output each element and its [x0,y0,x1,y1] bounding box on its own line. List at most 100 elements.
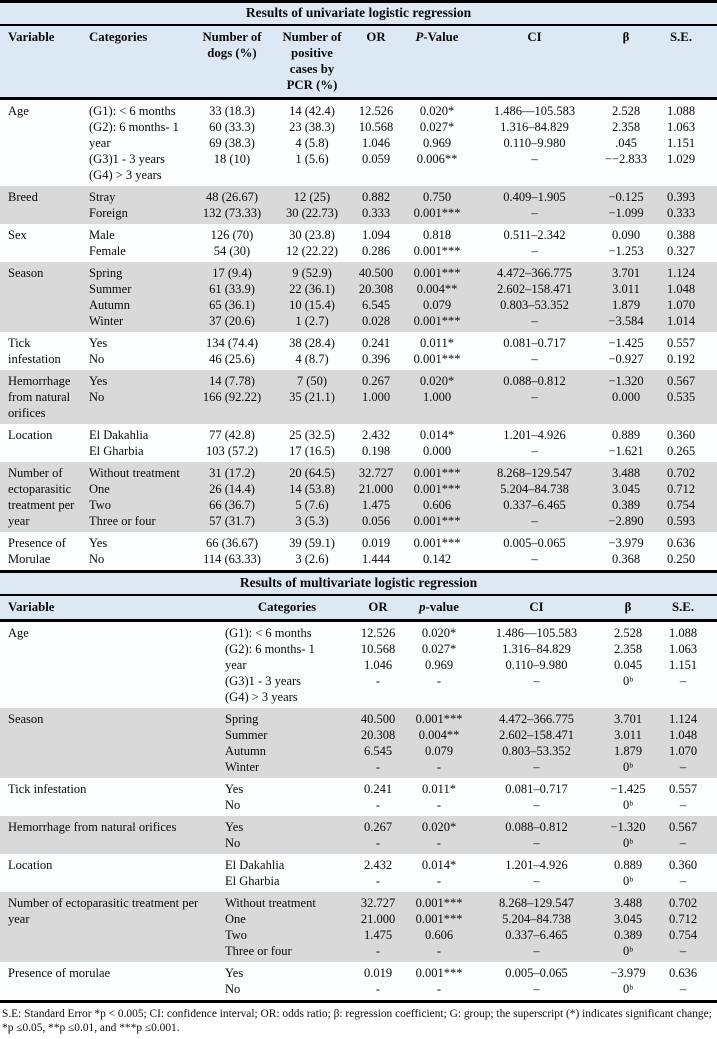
cell-dogs: 66 (36.67) 114 (63.33) [190,535,274,567]
cell-line: 0.754 [666,498,696,512]
cell-line: 0.567 [666,374,696,388]
cell-line: 0.020* [421,820,457,834]
cell-se: 0.567 0.535 [655,373,707,421]
cell-line: No [89,352,105,366]
cell-line: 3.045 [611,482,641,496]
cell-line: 132 (73.33) [202,206,262,220]
cell-line: 0.110–9.980 [503,136,566,150]
cell-line: 1.151 [666,136,696,150]
cell-line: 2.602–158.471 [497,282,572,296]
cell-line: 0.056 [361,514,391,528]
cell-ci: 0.409–1.905 – [472,189,597,221]
multivariate-table: Results of multivariate logistic regress… [0,570,717,1003]
cell-dogs: 31 (17.2) 26 (14.4) 66 (36.7) 57 (31.7) [190,465,274,529]
cell-categories: El Dakahlia El Gharbia [222,857,352,889]
cell-p: 0.020* 0.027* 0.969 - [404,625,474,705]
cell-line: 20 (64.5) [289,466,335,480]
table-row: Season Spring Summer Autumn Winter 40.500 20.3… [0,708,717,778]
cell-categories: (G1): < 6 months (G2): 6 months- 1 year (G3… [222,625,352,705]
cell-line: 3 (2.6) [295,552,329,566]
cell-line: 10.568 [358,120,394,134]
cell-beta: −1.425 −0.927 [597,335,655,367]
cell-or: 32.727 21.000 1.475 0.056 [350,465,402,529]
cell-line: 1.151 [668,658,698,672]
cell-line: 1 (5.6) [295,152,329,166]
cell-line: 0.005–0.065 [503,536,566,550]
cell-beta: 2.528 2.358 0.045 0ᵇ [599,625,657,705]
cell-ci: 0.088–0.812 – [472,373,597,421]
cell-line: −1.621 [608,444,644,458]
cell-beta: 3.701 3.011 1.879 −3.584 [597,265,655,329]
cell-line: 1.048 [666,282,696,296]
cell-line: 0.079 [424,744,454,758]
cell-line: 14 (42.4) [289,104,335,118]
column-header-or: OR [368,600,388,614]
cell-line: 26 (14.4) [209,482,255,496]
cell-line: 2.432 [363,858,393,872]
cell-line: 12 (25) [293,190,331,204]
cell-p: 0.001*** 0.004** 0.079 - [404,711,474,775]
column-header-variable: Variable [8,30,55,44]
cell-line: −1.320 [610,820,646,834]
cell-line: 0ᵇ [622,760,634,774]
cell-line: 66 (36.67) [205,536,259,550]
cell-ci: 1.201–4.926 – [474,857,599,889]
cell-line: 12.526 [358,104,394,118]
cell-line: 0.593 [666,514,696,528]
cell-variable: Location [0,857,222,889]
cell-line: 0.557 [666,336,696,350]
cell-line: 1.124 [668,712,698,726]
cell-ci: 0.005–0.065 – [474,965,599,997]
cell-line: 17 (9.4) [212,266,252,280]
cell-line: 0.019 [361,536,391,550]
cell-line: 1.475 [363,928,393,942]
cell-line: 3.488 [611,466,641,480]
cell-line: 1.070 [666,298,696,312]
cell-line: No [225,798,241,812]
cell-line: 0ᵇ [622,836,634,850]
cell-line: – [531,552,538,566]
cell-positive: 38 (28.4) 4 (8.7) [274,335,350,367]
cell-beta: −1.320 0ᵇ [599,819,657,851]
cell-line: 8.268–129.547 [499,896,574,910]
cell-line: 0.142 [422,552,452,566]
cell-line: 0.004** [418,728,460,742]
cell-p: 0.020* - [404,819,474,851]
cell-beta: 2.528 2.358 .045 −−2.833 [597,103,655,183]
cell-line: 0.005–0.065 [505,966,568,980]
cell-line: 0.333 [666,206,696,220]
cell-line: – [533,674,540,688]
cell-categories: Male Female [86,227,190,259]
cell-line: 0.198 [361,444,391,458]
cell-line: 0.006** [416,152,458,166]
cell-se: 1.088 1.063 1.151 1.029 [655,103,707,183]
cell-line: Yes [89,374,108,388]
cell-line: 0.333 [361,206,391,220]
cell-line: No [225,836,241,850]
cell-line: – [533,760,540,774]
cell-line: 0.360 [666,428,696,442]
cell-line: 0.389 [613,928,643,942]
cell-line: El Gharbia [89,444,144,458]
cell-line: – [531,514,538,528]
cell-line: 0.265 [666,444,696,458]
cell-line: 31 (17.2) [209,466,255,480]
cell-line: 0.081–0.717 [503,336,566,350]
cell-dogs: 17 (9.4) 61 (33.9) 65 (36.1) 37 (20.6) [190,265,274,329]
cell-or: 12.526 10.568 1.046 - [352,625,404,705]
cell-line: (G2): 6 months- 1 [89,120,179,134]
cell-line: 1.048 [668,728,698,742]
cell-line: 0.636 [668,966,698,980]
cell-line: −3.979 [610,966,646,980]
cell-line: 0.079 [422,298,452,312]
cell-line: Presence of [8,536,66,550]
cell-p: 0.020* 1.000 [402,373,472,421]
cell-line: 0ᵇ [622,982,634,996]
cell-dogs: 77 (42.8) 103 (57.2) [190,427,274,459]
cell-line: 37 (20.6) [209,314,255,328]
cell-line: 6.545 [361,298,391,312]
cell-line: 65 (36.1) [209,298,255,312]
cell-line: orifices [8,406,46,420]
cell-p: 0.001*** 0.001*** 0.606 0.001*** [402,465,472,529]
